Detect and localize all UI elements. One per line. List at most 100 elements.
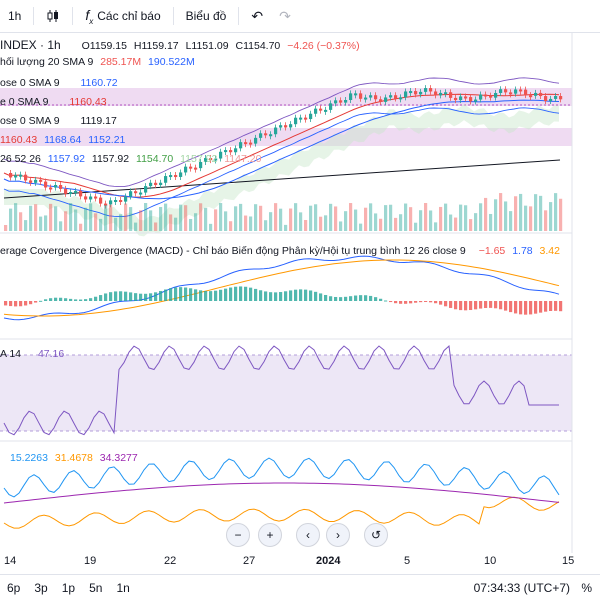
volume-bar xyxy=(429,210,433,231)
chart-canvas[interactable] xyxy=(0,33,600,553)
volume-bar xyxy=(419,210,423,231)
ichimoku-cloud xyxy=(4,104,559,237)
volume-bar xyxy=(524,205,528,231)
volume-bar xyxy=(144,203,148,231)
candle-body xyxy=(134,191,138,194)
sma-a-value: 1160.72 xyxy=(80,77,118,89)
candle-body xyxy=(389,95,393,98)
volume-bar xyxy=(529,206,533,231)
volume-bar xyxy=(449,214,453,231)
macd-histogram-bar xyxy=(84,299,88,301)
volume-bar xyxy=(424,203,428,231)
indicators-button[interactable]: fx Các chỉ báo xyxy=(77,0,168,32)
dmi-plus-line xyxy=(3,457,560,498)
time-axis-label: 2024 xyxy=(316,555,341,567)
redo-button[interactable]: ↷ xyxy=(271,0,299,32)
indicators-label: Các chỉ báo xyxy=(97,9,161,23)
high-value: H1159.17 xyxy=(133,40,179,52)
clock-display[interactable]: 07:34:33 (UTC+7) xyxy=(473,581,570,595)
candle-body xyxy=(439,92,443,96)
candle-body xyxy=(339,100,343,103)
sma-c-legend[interactable]: ose 0 SMA 9 1119.17 xyxy=(0,115,121,127)
percent-toggle[interactable]: % xyxy=(581,581,592,595)
rsi-legend[interactable]: A 14 47.16 xyxy=(0,348,68,360)
volume-bar xyxy=(319,216,323,231)
time-axis-label: 15 xyxy=(562,555,575,567)
reset-chart-button[interactable]: ↺ xyxy=(364,523,388,547)
bb-lower-value: 1152.21 xyxy=(88,134,126,146)
volume-bar xyxy=(119,214,123,231)
volume-legend[interactable]: hối lượng 20 SMA 9 285.17M 190.522M xyxy=(0,56,199,68)
macd-histogram-bar xyxy=(259,290,263,301)
candle-body xyxy=(9,173,13,178)
chart-type-button[interactable]: Biểu đồ xyxy=(178,0,235,32)
adx-value: 34.3277 xyxy=(99,452,138,464)
symbol-name[interactable]: INDEX · 1h xyxy=(0,38,61,52)
candle-body xyxy=(194,167,198,170)
candle-body xyxy=(184,166,188,173)
sma-b-legend[interactable]: e 0 SMA 9 1160.43 xyxy=(0,96,111,108)
volume-bar xyxy=(514,196,518,231)
volume-bar xyxy=(34,204,38,231)
macd-histogram-bar xyxy=(279,292,283,301)
scroll-left-button[interactable]: ‹ xyxy=(296,523,320,547)
sma-line-2 xyxy=(3,99,560,200)
volume-bar xyxy=(239,203,243,231)
toolbar-divider xyxy=(238,7,240,25)
volume-bar xyxy=(434,222,438,231)
bb-legend[interactable]: 1160.43 1168.64 1152.21 xyxy=(0,134,129,146)
volume-bar xyxy=(104,205,108,231)
macd-hist-value: −1.65 xyxy=(478,245,506,257)
zoom-out-button[interactable]: − xyxy=(226,523,250,547)
macd-histogram-bar xyxy=(34,301,38,303)
macd-histogram-bar xyxy=(549,301,553,311)
macd-histogram-bar xyxy=(194,289,198,301)
macd-histogram-bar xyxy=(159,290,163,301)
candle-body xyxy=(524,89,528,96)
macd-histogram-bar xyxy=(429,301,433,303)
undo-button[interactable]: ↶ xyxy=(243,0,271,32)
scroll-right-button[interactable]: › xyxy=(326,523,350,547)
candle-body xyxy=(39,179,43,182)
macd-line xyxy=(3,255,560,321)
macd-histogram-bar xyxy=(344,296,348,301)
candle-body xyxy=(239,142,243,149)
candles-button[interactable] xyxy=(38,0,68,32)
candle-body xyxy=(74,190,78,193)
range-3m-button[interactable]: 3p xyxy=(34,581,48,595)
macd-histogram-bar xyxy=(204,290,208,301)
toolbar-divider xyxy=(72,7,74,25)
close-value: C1154.70 xyxy=(235,40,281,52)
dmi-legend[interactable]: 15.2263 31.4678 34.3277 xyxy=(0,452,142,464)
volume-bar xyxy=(59,221,63,231)
macd-histogram-bar xyxy=(139,293,143,301)
macd-legend[interactable]: erage Covergence Divergence (MACD) - Chỉ… xyxy=(0,245,564,257)
range-1d-button[interactable]: 1n xyxy=(116,581,130,595)
range-6m-button[interactable]: 6p xyxy=(7,581,21,595)
macd-histogram-bar xyxy=(454,301,458,310)
macd-histogram-bar xyxy=(124,291,128,301)
macd-histogram-bar xyxy=(399,301,403,304)
range-1m-button[interactable]: 1p xyxy=(61,581,76,595)
volume-bar xyxy=(439,206,443,231)
interval-button[interactable]: 1h xyxy=(0,0,29,32)
volume-bar xyxy=(349,203,353,231)
macd-histogram-bar xyxy=(29,301,33,305)
candle-body xyxy=(344,100,348,103)
range-5d-button[interactable]: 5n xyxy=(89,581,103,595)
zoom-in-button[interactable]: + xyxy=(258,523,282,547)
volume-bar xyxy=(4,225,8,231)
upper-band-line xyxy=(3,77,560,188)
macd-histogram-bar xyxy=(419,301,423,303)
sma-a-legend[interactable]: ose 0 SMA 9 1160.72 xyxy=(0,77,122,89)
candle-body xyxy=(114,200,118,203)
candle-body xyxy=(409,91,413,94)
candle-body xyxy=(24,174,28,181)
volume-bar xyxy=(264,220,268,231)
ichimoku-legend[interactable]: 26 52 26 1157.92 1157.92 1154.70 1157.92… xyxy=(0,153,265,165)
volume-bar xyxy=(134,222,138,231)
candle-body xyxy=(19,174,23,177)
macd-histogram-bar xyxy=(239,286,243,301)
volume-bar xyxy=(244,215,248,231)
volume-bar xyxy=(224,211,228,231)
